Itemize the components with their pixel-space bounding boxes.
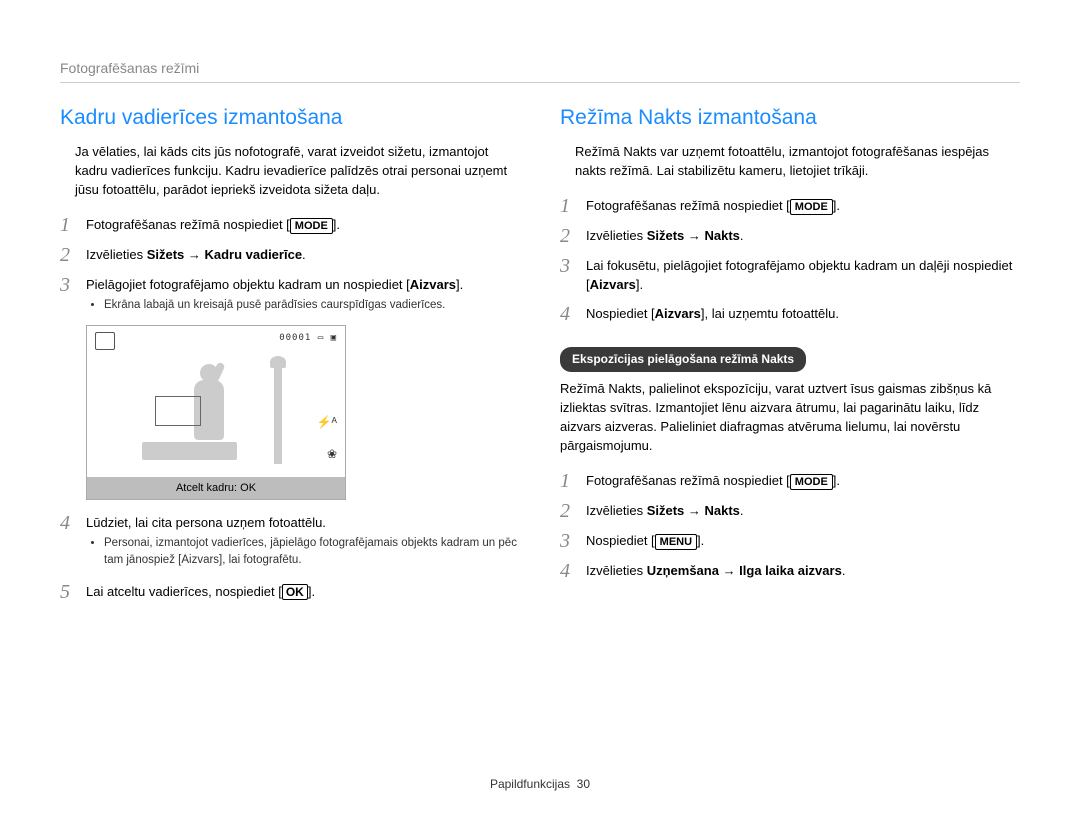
step-bold: Sižets → Nakts — [647, 503, 740, 518]
left-step-1: 1 Fotografēšanas režīmā nospiediet [MODE… — [60, 214, 520, 236]
pill-intro: Režīmā Nakts, palielinot ekspozīciju, va… — [560, 380, 1020, 455]
footer-label: Papildfunkcijas — [490, 777, 570, 791]
step-bold: Sižets → Kadru vadierīce — [147, 247, 302, 262]
step-number: 2 — [60, 244, 86, 266]
step-text: ]. — [697, 533, 704, 548]
step-bold: Uzņemšana → Ilga laika aizvars — [647, 563, 842, 578]
ok-button-label: OK — [282, 584, 308, 600]
step-number: 3 — [560, 530, 586, 552]
step-text: . — [740, 228, 744, 243]
mode-icon — [95, 332, 115, 350]
right-p-step-1: 1 Fotografēšanas režīmā nospiediet [MODE… — [560, 470, 1020, 492]
left-step-4: 4 Lūdziet, lai cita persona uzņem fotoat… — [60, 512, 520, 572]
page-footer: Papildfunkcijas 30 — [0, 777, 1080, 791]
step-text: . — [302, 247, 306, 262]
breadcrumb: Fotografēšanas režīmi — [60, 60, 1020, 83]
step-text: ]. — [636, 277, 643, 292]
right-p-step-2: 2 Izvēlieties Sižets → Nakts. — [560, 500, 1020, 522]
menu-button-label: MENU — [655, 534, 697, 550]
right-step-4: 4 Nospiediet [Aizvars], lai uzņemtu foto… — [560, 303, 1020, 325]
right-step-3: 3 Lai fokusētu, pielāgojiet fotografējam… — [560, 255, 1020, 295]
step-number: 4 — [60, 512, 86, 572]
right-p-step-4: 4 Izvēlieties Uzņemšana → Ilga laika aiz… — [560, 560, 1020, 582]
step-number: 4 — [560, 560, 586, 582]
step-text: Pielāgojiet fotografējamo objektu kadram… — [86, 277, 410, 292]
step-text: . — [842, 563, 846, 578]
step-number: 3 — [560, 255, 586, 295]
step-bold: Aizvars — [410, 277, 456, 292]
step-number: 2 — [560, 225, 586, 247]
step-text: Lūdziet, lai cita persona uzņem fotoattē… — [86, 515, 326, 530]
footer-page-number: 30 — [577, 777, 590, 791]
screen-bottom-bar: Atcelt kadru: OK — [87, 477, 345, 499]
step-text: Izvēlieties — [586, 503, 647, 518]
left-step-3: 3 Pielāgojiet fotografējamo objektu kadr… — [60, 274, 520, 318]
step-text: ]. — [456, 277, 463, 292]
mode-button-label: MODE — [790, 199, 833, 215]
step-text: Lai atceltu vadierīces, nospiediet [ — [86, 584, 282, 599]
step-text: . — [740, 503, 744, 518]
counter-text: 00001 ▭ ▣ — [279, 332, 337, 345]
right-p-step-3: 3 Nospiediet [MENU]. — [560, 530, 1020, 552]
left-intro: Ja vēlaties, lai kāds cits jūs nofotogra… — [75, 143, 520, 200]
step-text: Izvēlieties — [586, 563, 647, 578]
step-number: 2 — [560, 500, 586, 522]
flash-icon: ⚡ᴬ — [317, 414, 337, 431]
step-number: 5 — [60, 581, 86, 603]
macro-icon: ❀ — [327, 446, 337, 463]
camera-screen-illustration: 00001 ▭ ▣ ⚡ᴬ ❀ Atcelt kadru: OK — [86, 325, 346, 500]
right-intro: Režīmā Nakts var uzņemt fotoattēlu, izma… — [575, 143, 1020, 181]
step-text: Izvēlieties — [586, 228, 647, 243]
step-number: 1 — [560, 470, 586, 492]
step-text: Fotografēšanas režīmā nospiediet [ — [586, 198, 790, 213]
step-bold: Sižets → Nakts — [647, 228, 740, 243]
step-text: Fotografēšanas režīmā nospiediet [ — [86, 217, 290, 232]
step-bullet: Ekrāna labajā un kreisajā pusē parādīsie… — [104, 297, 520, 314]
right-step-1: 1 Fotografēšanas režīmā nospiediet [MODE… — [560, 195, 1020, 217]
left-step-5: 5 Lai atceltu vadierīces, nospiediet [OK… — [60, 581, 520, 603]
step-text: ], lai uzņemtu fotoattēlu. — [701, 306, 839, 321]
step-text: ]. — [833, 198, 840, 213]
step-bold: Aizvars — [590, 277, 636, 292]
step-number: 4 — [560, 303, 586, 325]
step-bullet: Personai, izmantojot vadierīces, jāpielā… — [104, 535, 520, 568]
right-step-2: 2 Izvēlieties Sižets → Nakts. — [560, 225, 1020, 247]
step-text: Lai fokusētu, pielāgojiet fotografējamo … — [586, 258, 1012, 292]
step-text: Nospiediet [ — [586, 306, 655, 321]
exposure-pill: Ekspozīcijas pielāgošana režīmā Nakts — [560, 347, 806, 372]
step-text: ]. — [833, 473, 840, 488]
step-number: 3 — [60, 274, 86, 318]
right-column: Režīma Nakts izmantošana Režīmā Nakts va… — [560, 103, 1020, 611]
left-column: Kadru vadierīces izmantošana Ja vēlaties… — [60, 103, 520, 611]
step-bold: Aizvars — [655, 306, 701, 321]
focus-box — [155, 396, 201, 426]
step-text: ]. — [308, 584, 315, 599]
left-title: Kadru vadierīces izmantošana — [60, 103, 520, 133]
right-title: Režīma Nakts izmantošana — [560, 103, 1020, 133]
step-number: 1 — [560, 195, 586, 217]
mode-button-label: MODE — [790, 474, 833, 490]
mode-button-label: MODE — [290, 218, 333, 234]
step-text: Fotografēšanas režīmā nospiediet [ — [586, 473, 790, 488]
step-text: ]. — [333, 217, 340, 232]
step-number: 1 — [60, 214, 86, 236]
step-text: Izvēlieties — [86, 247, 147, 262]
step-text: Nospiediet [ — [586, 533, 655, 548]
left-step-2: 2 Izvēlieties Sižets → Kadru vadierīce. — [60, 244, 520, 266]
